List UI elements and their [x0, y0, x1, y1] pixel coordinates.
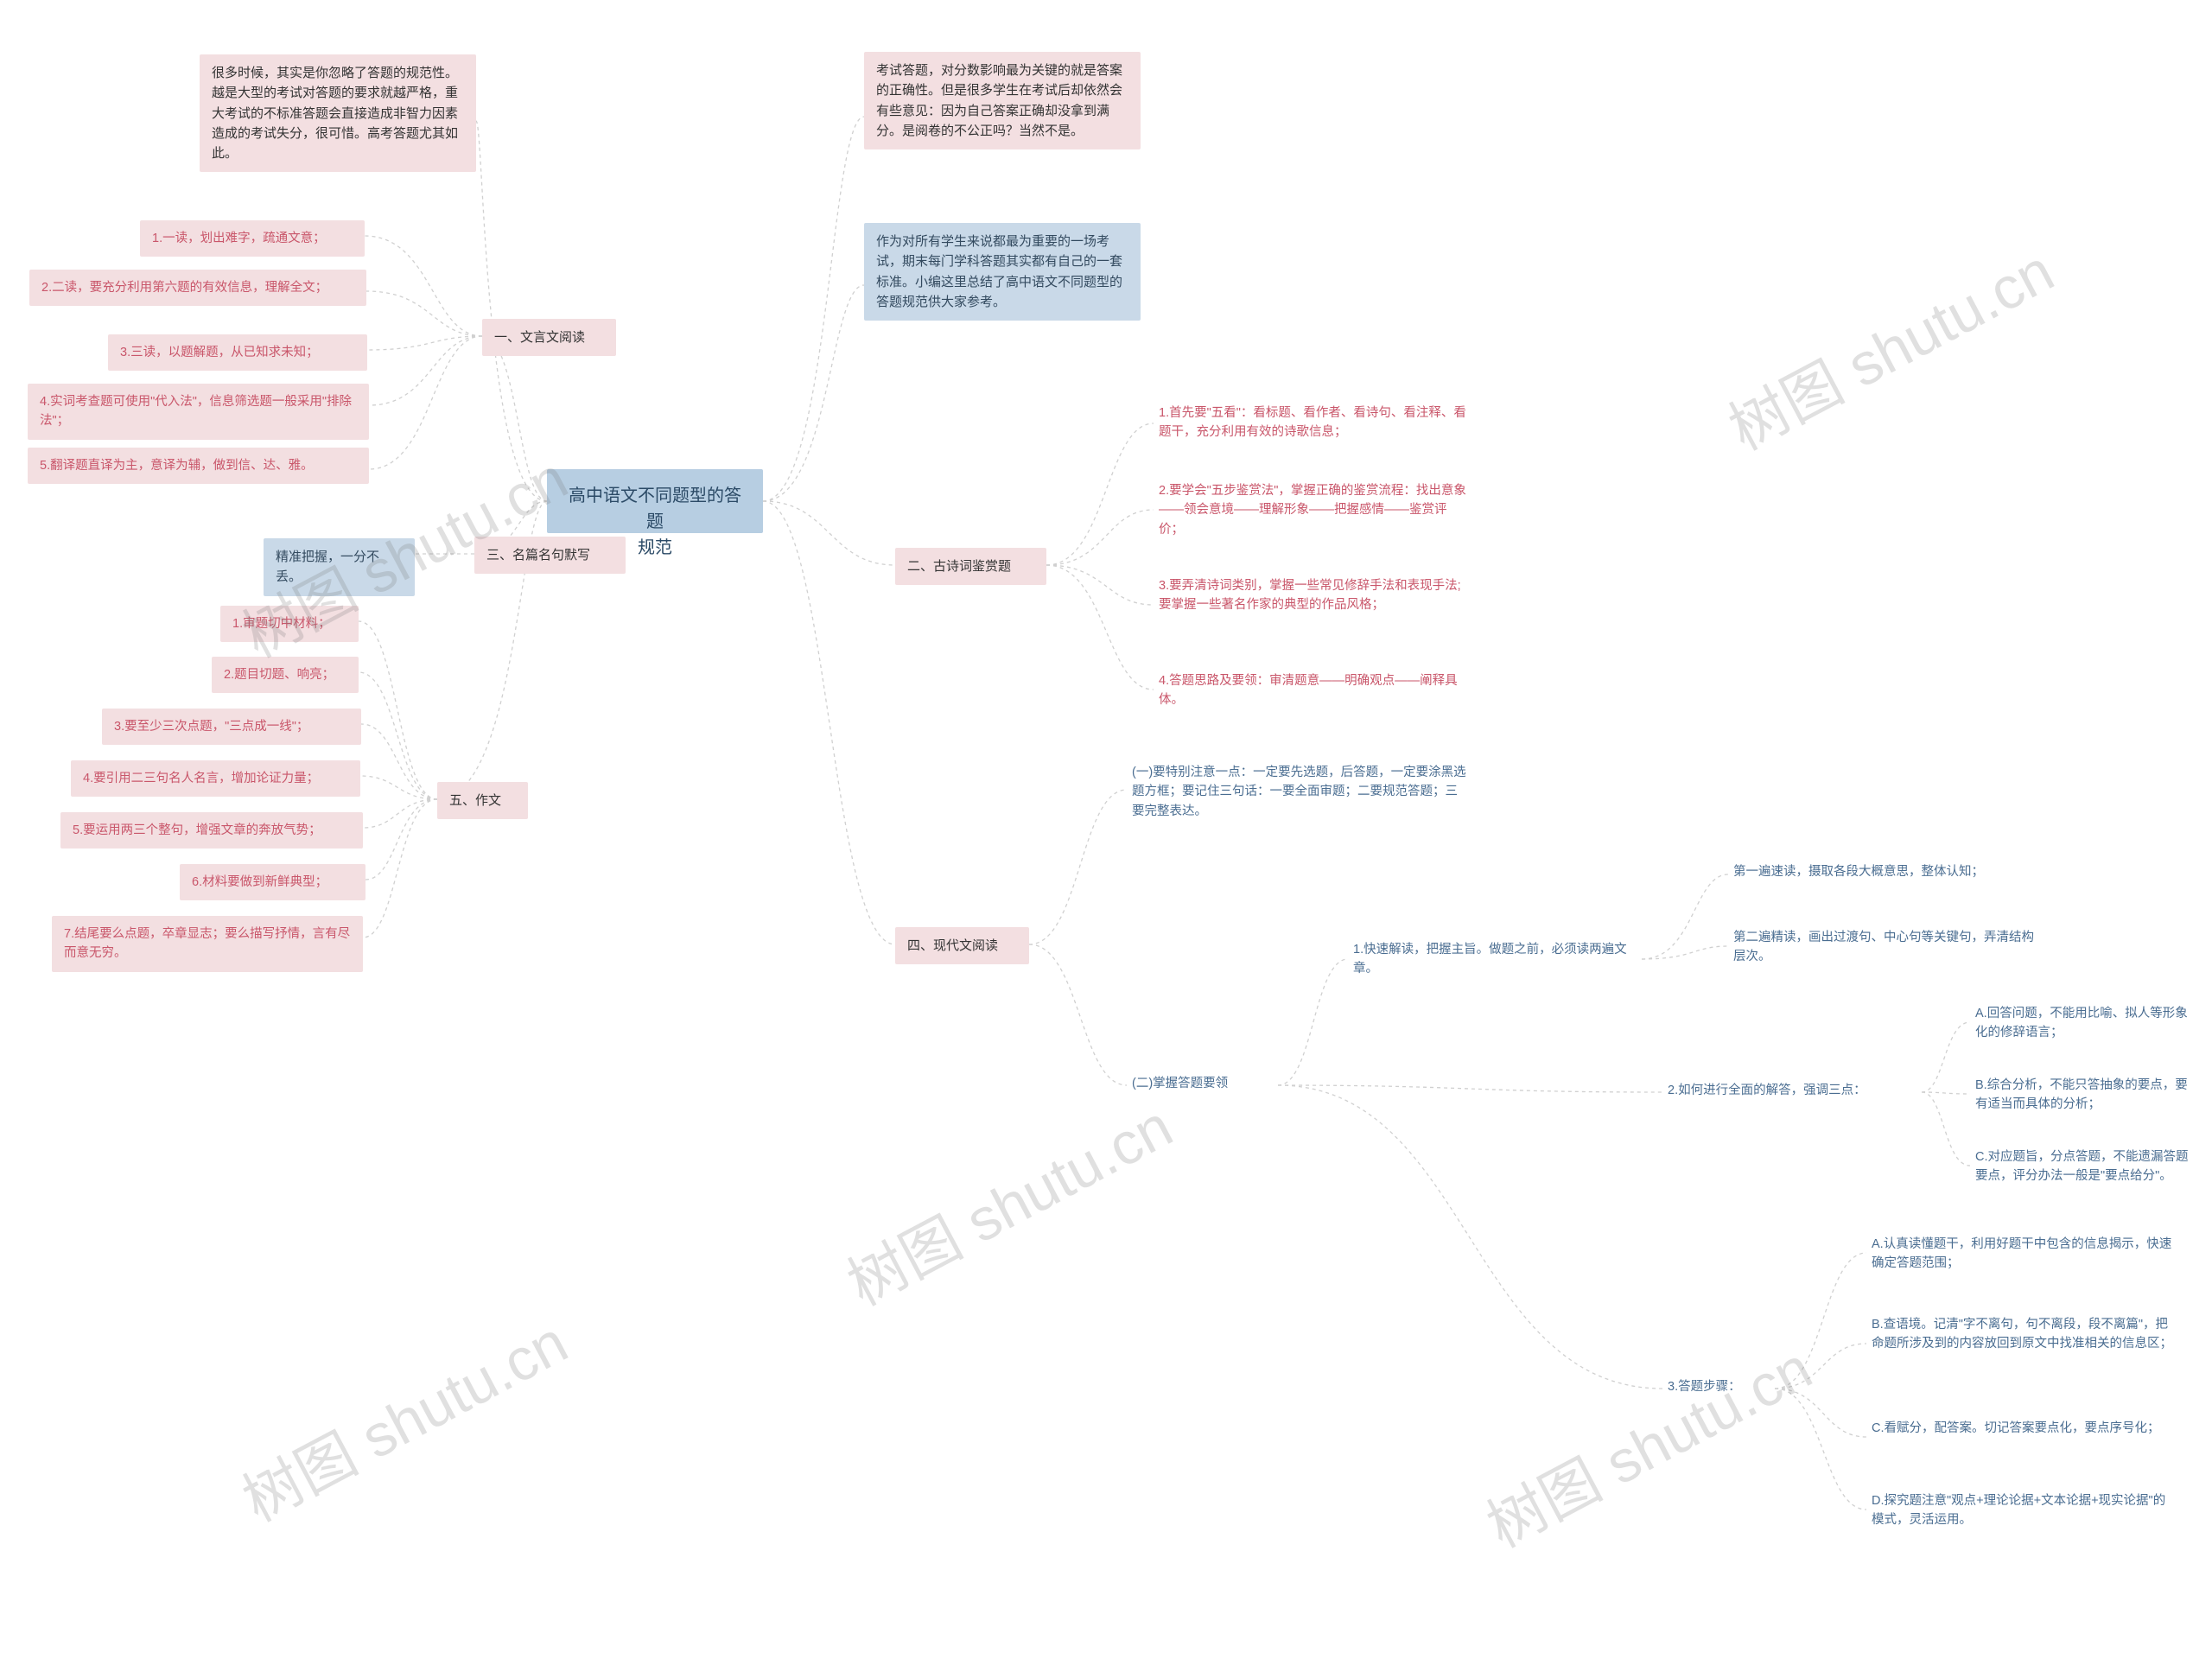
section-3-title: 三、名篇名句默写	[474, 537, 626, 574]
section-5-item-1: 1.审题切中材料；	[220, 606, 359, 642]
section-4-sub2-child-1-leaf-2: 第二遍精读，画出过渡句、中心句等关键句，弄清结构层次。	[1728, 925, 2039, 970]
section-4-sub2-child-2-leaf-1: A.回答问题，不能用比喻、拟人等形象化的修辞语言；	[1970, 1001, 2195, 1046]
section-5-title: 五、作文	[437, 782, 528, 819]
section-4-sub2-title: (二)掌握答题要领	[1127, 1071, 1278, 1096]
section-1-item-2: 2.二读，要充分利用第六题的有效信息，理解全文；	[29, 270, 366, 306]
section-4-sub2-child-2-leaf-2: B.综合分析，不能只答抽象的要点，要有适当而具体的分析；	[1970, 1072, 2195, 1118]
section-4-sub2-child-3-leaf-3: C.看赋分，配答案。切记答案要点化，要点序号化；	[1866, 1415, 2177, 1441]
right-intro-note-2: 作为对所有学生来说都最为重要的一场考试，期末每门学科答题其实都有自己的一套标准。…	[864, 223, 1141, 321]
s2-title-text: 二、古诗词鉴赏题	[907, 559, 1011, 574]
section-4-sub2-child-2-leaf-3: C.对应题旨，分点答题，不能遗漏答题要点，评分办法一般是"要点给分"。	[1970, 1144, 2195, 1190]
section-2-item-4: 4.答题思路及要领：审清题意——明确观点——阐释具体。	[1154, 668, 1473, 714]
watermark-2: 树图 shutu.cn	[226, 1295, 580, 1538]
s4-sub2-title-text: (二)掌握答题要领	[1132, 1077, 1228, 1090]
section-4-sub1: (一)要特别注意一点：一定要先选题，后答题，一定要涂黑选题方框；要记住三句话：一…	[1127, 760, 1472, 824]
center-node: 高中语文不同题型的答题 规范	[547, 469, 763, 533]
center-line2: 规范	[638, 538, 672, 557]
section-5-item-7: 7.结尾要么点题，卒章显志；要么描写抒情，言有尽而意无穷。	[52, 916, 363, 972]
center-line1: 高中语文不同题型的答题	[569, 486, 741, 531]
right-intro1-text: 考试答题，对分数影响最为关键的就是答案的正确性。但是很多学生在考试后却依然会有些…	[876, 63, 1122, 138]
section-5-item-5: 5.要运用两三个整句，增强文章的奔放气势；	[60, 812, 363, 849]
watermark-4: 树图 shutu.cn	[1470, 1321, 1824, 1564]
s3-item-text: 精准把握，一分不丢。	[276, 550, 379, 584]
s4-title-text: 四、现代文阅读	[907, 938, 998, 953]
right-intro-note-1: 考试答题，对分数影响最为关键的就是答案的正确性。但是很多学生在考试后却依然会有些…	[864, 52, 1141, 149]
section-2-item-2: 2.要学会"五步鉴赏法"，掌握正确的鉴赏流程：找出意象——领会意境——理解形象—…	[1154, 478, 1473, 543]
section-4-title: 四、现代文阅读	[895, 927, 1029, 964]
section-5-item-3: 3.要至少三次点题，"三点成一线"；	[102, 709, 361, 745]
left-intro-note: 很多时候，其实是你忽略了答题的规范性。越是大型的考试对答题的要求就越严格，重大考…	[200, 54, 476, 172]
section-4-sub2-child-3-leaf-2: B.查语境。记清"字不离句，句不离段，段不离篇"，把命题所涉及到的内容放回到原文…	[1866, 1312, 2177, 1357]
section-2-item-1: 1.首先要"五看"：看标题、看作者、看诗句、看注释、看题干，充分利用有效的诗歌信…	[1154, 400, 1473, 446]
s1-title-text: 一、文言文阅读	[494, 330, 585, 345]
right-intro2-text: 作为对所有学生来说都最为重要的一场考试，期末每门学科答题其实都有自己的一套标准。…	[876, 234, 1122, 309]
section-2-item-3: 3.要弄清诗词类别，掌握一些常见修辞手法和表现手法;要掌握一些著名作家的典型的作…	[1154, 573, 1473, 619]
section-5-item-2: 2.题目切题、响亮；	[212, 657, 359, 693]
section-1-item-3: 3.三读，以题解题，从已知求未知；	[108, 334, 367, 371]
section-4-sub2-child-3: 3.答题步骤：	[1662, 1374, 1775, 1400]
s4-sub1-text: (一)要特别注意一点：一定要先选题，后答题，一定要涂黑选题方框；要记住三句话：一…	[1132, 766, 1466, 818]
section-4-sub2-child-2: 2.如何进行全面的解答，强调三点：	[1662, 1077, 1922, 1103]
section-1-title: 一、文言文阅读	[482, 319, 616, 356]
section-5-item-6: 6.材料要做到新鲜典型；	[180, 864, 365, 900]
section-1-item-5: 5.翻译题直译为主，意译为辅，做到信、达、雅。	[28, 448, 369, 484]
section-2-title: 二、古诗词鉴赏题	[895, 548, 1046, 585]
section-5-item-4: 4.要引用二三句名人名言，增加论证力量；	[71, 760, 360, 797]
section-4-sub2-child-3-leaf-1: A.认真读懂题干，利用好题干中包含的信息揭示，快速确定答题范围；	[1866, 1231, 2177, 1277]
section-1-item-4: 4.实词考查题可使用"代入法"，信息筛选题一般采用"排除法"；	[28, 384, 369, 440]
watermark-5: 树图 shutu.cn	[1712, 224, 2066, 467]
left-intro-text: 很多时候，其实是你忽略了答题的规范性。越是大型的考试对答题的要求就越严格，重大考…	[212, 66, 458, 161]
section-3-item: 精准把握，一分不丢。	[264, 538, 415, 596]
watermark-3: 树图 shutu.cn	[830, 1079, 1185, 1322]
section-1-item-1: 1.一读，划出难字，疏通文意；	[140, 220, 365, 257]
s5-title-text: 五、作文	[449, 793, 501, 808]
s3-title-text: 三、名篇名句默写	[486, 548, 590, 563]
section-4-sub2-child-1-leaf-1: 第一遍速读，摄取各段大概意思，整体认知；	[1728, 859, 2039, 885]
section-4-sub2-child-3-leaf-4: D.探究题注意"观点+理论论据+文本论据+现实论据"的模式，灵活运用。	[1866, 1488, 2177, 1534]
section-4-sub2-child-1: 1.快速解读，把握主旨。做题之前，必须读两遍文章。	[1348, 937, 1642, 982]
